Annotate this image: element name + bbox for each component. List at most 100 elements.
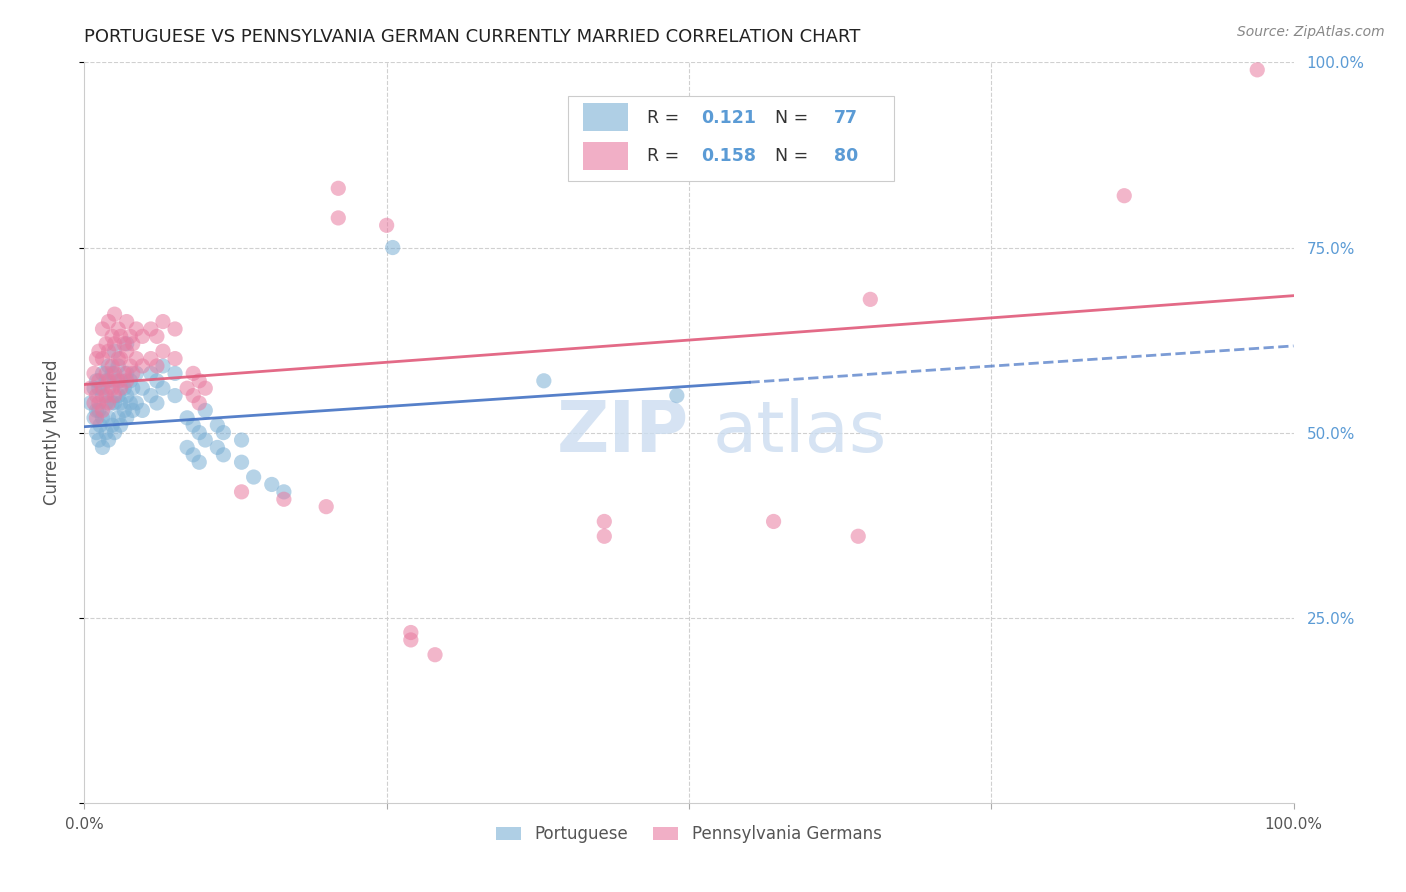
Y-axis label: Currently Married: Currently Married bbox=[42, 359, 60, 506]
Text: 0.158: 0.158 bbox=[702, 147, 756, 165]
Portuguese bbox=[101, 367, 124, 381]
Portuguese bbox=[94, 425, 117, 440]
Pennsylvania Germans bbox=[94, 388, 117, 402]
Pennsylvania Germans bbox=[315, 500, 337, 514]
Portuguese bbox=[176, 410, 198, 425]
Text: ZIP: ZIP bbox=[557, 398, 689, 467]
Portuguese bbox=[91, 410, 114, 425]
Portuguese bbox=[97, 381, 120, 395]
Text: N =: N = bbox=[763, 147, 814, 165]
Portuguese bbox=[97, 410, 120, 425]
Pennsylvania Germans bbox=[86, 410, 108, 425]
Portuguese bbox=[97, 433, 120, 447]
Portuguese bbox=[104, 374, 127, 388]
Pennsylvania Germans bbox=[97, 396, 120, 410]
Pennsylvania Germans bbox=[131, 329, 153, 343]
Pennsylvania Germans bbox=[146, 359, 169, 373]
Portuguese bbox=[94, 374, 117, 388]
Text: N =: N = bbox=[763, 109, 814, 127]
Portuguese bbox=[165, 388, 187, 402]
Portuguese bbox=[665, 388, 688, 402]
Pennsylvania Germans bbox=[87, 344, 110, 359]
Pennsylvania Germans bbox=[83, 396, 105, 410]
Portuguese bbox=[101, 418, 124, 433]
Portuguese bbox=[91, 367, 114, 381]
Portuguese bbox=[125, 367, 148, 381]
Pennsylvania Germans bbox=[146, 329, 169, 343]
Pennsylvania Germans bbox=[101, 329, 124, 343]
Portuguese bbox=[131, 381, 153, 395]
Portuguese bbox=[152, 381, 174, 395]
Pennsylvania Germans bbox=[110, 329, 132, 343]
Pennsylvania Germans bbox=[104, 307, 127, 321]
Pennsylvania Germans bbox=[125, 322, 148, 336]
Portuguese bbox=[110, 418, 132, 433]
Pennsylvania Germans bbox=[87, 396, 110, 410]
Pennsylvania Germans bbox=[112, 367, 135, 381]
Pennsylvania Germans bbox=[181, 388, 204, 402]
Portuguese bbox=[104, 396, 127, 410]
Pennsylvania Germans bbox=[152, 344, 174, 359]
FancyBboxPatch shape bbox=[582, 142, 628, 169]
Portuguese bbox=[83, 381, 105, 395]
Portuguese bbox=[242, 470, 264, 484]
Pennsylvania Germans bbox=[328, 211, 350, 225]
Text: atlas: atlas bbox=[713, 398, 887, 467]
Pennsylvania Germans bbox=[188, 374, 211, 388]
Pennsylvania Germans bbox=[115, 374, 138, 388]
Portuguese bbox=[188, 455, 211, 469]
Pennsylvania Germans bbox=[97, 374, 120, 388]
Pennsylvania Germans bbox=[91, 381, 114, 395]
Portuguese bbox=[176, 441, 198, 455]
Portuguese bbox=[87, 433, 110, 447]
Pennsylvania Germans bbox=[91, 322, 114, 336]
Pennsylvania Germans bbox=[375, 219, 398, 233]
Portuguese bbox=[165, 367, 187, 381]
Pennsylvania Germans bbox=[139, 322, 162, 336]
Portuguese bbox=[212, 448, 235, 462]
Portuguese bbox=[381, 240, 404, 255]
Portuguese bbox=[104, 344, 127, 359]
Portuguese bbox=[83, 410, 105, 425]
Portuguese bbox=[107, 388, 129, 402]
Portuguese bbox=[131, 403, 153, 417]
Portuguese bbox=[231, 455, 253, 469]
Pennsylvania Germans bbox=[181, 367, 204, 381]
Pennsylvania Germans bbox=[1114, 188, 1136, 202]
Text: Source: ZipAtlas.com: Source: ZipAtlas.com bbox=[1237, 25, 1385, 39]
Pennsylvania Germans bbox=[165, 351, 187, 366]
Pennsylvania Germans bbox=[846, 529, 869, 543]
Pennsylvania Germans bbox=[86, 388, 108, 402]
Pennsylvania Germans bbox=[112, 336, 135, 351]
Pennsylvania Germans bbox=[110, 351, 132, 366]
Pennsylvania Germans bbox=[94, 367, 117, 381]
Pennsylvania Germans bbox=[139, 351, 162, 366]
Pennsylvania Germans bbox=[79, 381, 101, 395]
Portuguese bbox=[94, 396, 117, 410]
Pennsylvania Germans bbox=[188, 396, 211, 410]
Portuguese bbox=[104, 425, 127, 440]
Pennsylvania Germans bbox=[176, 381, 198, 395]
Pennsylvania Germans bbox=[593, 529, 616, 543]
Text: R =: R = bbox=[647, 147, 685, 165]
Pennsylvania Germans bbox=[115, 314, 138, 328]
Pennsylvania Germans bbox=[165, 322, 187, 336]
Portuguese bbox=[91, 441, 114, 455]
Pennsylvania Germans bbox=[423, 648, 446, 662]
Portuguese bbox=[207, 441, 229, 455]
Portuguese bbox=[121, 403, 143, 417]
Portuguese bbox=[101, 396, 124, 410]
Portuguese bbox=[273, 484, 295, 499]
Portuguese bbox=[181, 448, 204, 462]
Pennsylvania Germans bbox=[399, 625, 422, 640]
Portuguese bbox=[188, 425, 211, 440]
Pennsylvania Germans bbox=[859, 293, 882, 307]
Pennsylvania Germans bbox=[101, 381, 124, 395]
Pennsylvania Germans bbox=[94, 336, 117, 351]
Portuguese bbox=[121, 381, 143, 395]
Text: 80: 80 bbox=[834, 147, 858, 165]
Pennsylvania Germans bbox=[107, 351, 129, 366]
Legend: Portuguese, Pennsylvania Germans: Portuguese, Pennsylvania Germans bbox=[489, 819, 889, 850]
Pennsylvania Germans bbox=[107, 374, 129, 388]
Pennsylvania Germans bbox=[115, 344, 138, 359]
